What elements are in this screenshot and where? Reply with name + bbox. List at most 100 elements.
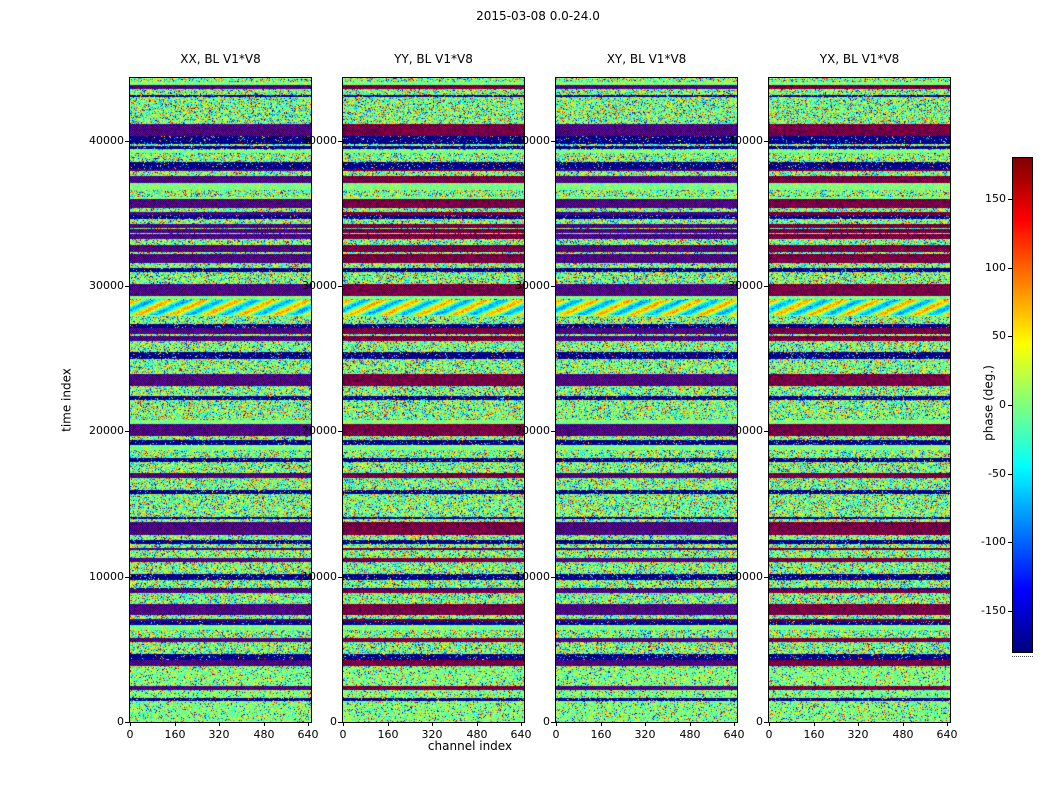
x-tick-label: 320 <box>847 728 869 741</box>
colorbar-tick-label: 100 <box>985 261 1006 274</box>
x-tick-label: 0 <box>126 728 134 741</box>
y-tick-label: 40000 <box>89 134 124 147</box>
x-tick-label: 0 <box>765 728 773 741</box>
y-tick-mark <box>338 722 342 723</box>
y-tick-mark <box>125 722 129 723</box>
y-tick-mark <box>764 141 768 142</box>
colorbar-tick-mark <box>1008 199 1012 200</box>
y-tick-label: 20000 <box>89 424 124 437</box>
colorbar-tick-mark <box>1008 611 1012 612</box>
y-tick-mark <box>551 577 555 578</box>
y-tick-label: 20000 <box>728 424 763 437</box>
colorbar-tick-mark <box>1008 542 1012 543</box>
y-tick-mark <box>338 431 342 432</box>
x-tick-mark <box>690 722 691 726</box>
y-tick-mark <box>338 577 342 578</box>
y-tick-mark <box>338 286 342 287</box>
colorbar-tick-label: 50 <box>992 329 1006 342</box>
y-tick-mark <box>125 141 129 142</box>
x-tick-mark <box>343 722 344 726</box>
x-tick-label: 0 <box>339 728 347 741</box>
heatmap-panel <box>129 77 312 723</box>
y-axis-label: time index <box>59 368 74 432</box>
y-tick-label: 20000 <box>515 424 550 437</box>
x-tick-label: 480 <box>253 728 275 741</box>
y-tick-mark <box>764 577 768 578</box>
x-tick-mark <box>734 722 735 726</box>
y-tick-label: 10000 <box>302 570 337 583</box>
y-tick-label: 10000 <box>728 570 763 583</box>
y-tick-label: 40000 <box>728 134 763 147</box>
heatmap-canvas <box>769 78 950 722</box>
y-tick-label: 10000 <box>89 570 124 583</box>
heatmap-panel <box>342 77 525 723</box>
x-tick-mark <box>308 722 309 726</box>
y-tick-label: 0 <box>330 715 337 728</box>
x-tick-mark <box>858 722 859 726</box>
x-tick-label: 160 <box>164 728 186 741</box>
x-tick-label: 320 <box>208 728 230 741</box>
x-tick-label: 160 <box>377 728 399 741</box>
x-tick-mark <box>432 722 433 726</box>
x-tick-mark <box>264 722 265 726</box>
y-tick-mark <box>764 431 768 432</box>
y-tick-mark <box>125 286 129 287</box>
colorbar-tick-label: 0 <box>999 398 1006 411</box>
x-tick-label: 640 <box>936 728 958 741</box>
y-tick-label: 0 <box>117 715 124 728</box>
y-tick-mark <box>125 431 129 432</box>
y-tick-mark <box>338 141 342 142</box>
y-tick-mark <box>551 431 555 432</box>
y-tick-label: 30000 <box>89 279 124 292</box>
x-tick-label: 320 <box>421 728 443 741</box>
heatmap-panel <box>555 77 738 723</box>
y-tick-mark <box>764 722 768 723</box>
y-tick-mark <box>551 722 555 723</box>
colorbar-tick-label: -150 <box>981 604 1006 617</box>
colorbar-gradient <box>1013 158 1032 652</box>
y-tick-label: 0 <box>543 715 550 728</box>
heatmap-panel <box>768 77 951 723</box>
x-tick-label: 640 <box>510 728 532 741</box>
x-tick-label: 640 <box>297 728 319 741</box>
x-tick-mark <box>556 722 557 726</box>
x-tick-label: 0 <box>552 728 560 741</box>
panel-title: YY, BL V1*V8 <box>394 52 473 66</box>
colorbar-tick-label: 150 <box>985 192 1006 205</box>
x-tick-label: 480 <box>892 728 914 741</box>
heatmap-canvas <box>130 78 311 722</box>
x-tick-label: 320 <box>634 728 656 741</box>
x-tick-mark <box>130 722 131 726</box>
x-tick-mark <box>521 722 522 726</box>
x-tick-mark <box>175 722 176 726</box>
heatmap-canvas <box>556 78 737 722</box>
y-tick-label: 0 <box>756 715 763 728</box>
colorbar-tick-mark <box>1008 336 1012 337</box>
y-tick-label: 10000 <box>515 570 550 583</box>
x-tick-label: 480 <box>679 728 701 741</box>
colorbar <box>1012 157 1033 653</box>
y-tick-label: 30000 <box>515 279 550 292</box>
y-tick-label: 40000 <box>515 134 550 147</box>
x-tick-label: 640 <box>723 728 745 741</box>
colorbar-tick-mark <box>1008 474 1012 475</box>
x-tick-mark <box>947 722 948 726</box>
y-tick-label: 30000 <box>302 279 337 292</box>
colorbar-tick-mark <box>1008 405 1012 406</box>
x-tick-label: 160 <box>590 728 612 741</box>
colorbar-tick-label: -50 <box>988 467 1006 480</box>
heatmap-canvas <box>343 78 524 722</box>
y-tick-mark <box>551 141 555 142</box>
panel-title: XX, BL V1*V8 <box>180 52 261 66</box>
colorbar-tick-mark <box>1008 268 1012 269</box>
x-tick-mark <box>645 722 646 726</box>
x-tick-mark <box>903 722 904 726</box>
x-tick-mark <box>477 722 478 726</box>
y-tick-mark <box>764 286 768 287</box>
figure-title: 2015-03-08 0.0-24.0 <box>476 9 600 23</box>
x-tick-mark <box>601 722 602 726</box>
x-tick-mark <box>769 722 770 726</box>
x-tick-mark <box>814 722 815 726</box>
x-tick-label: 160 <box>803 728 825 741</box>
